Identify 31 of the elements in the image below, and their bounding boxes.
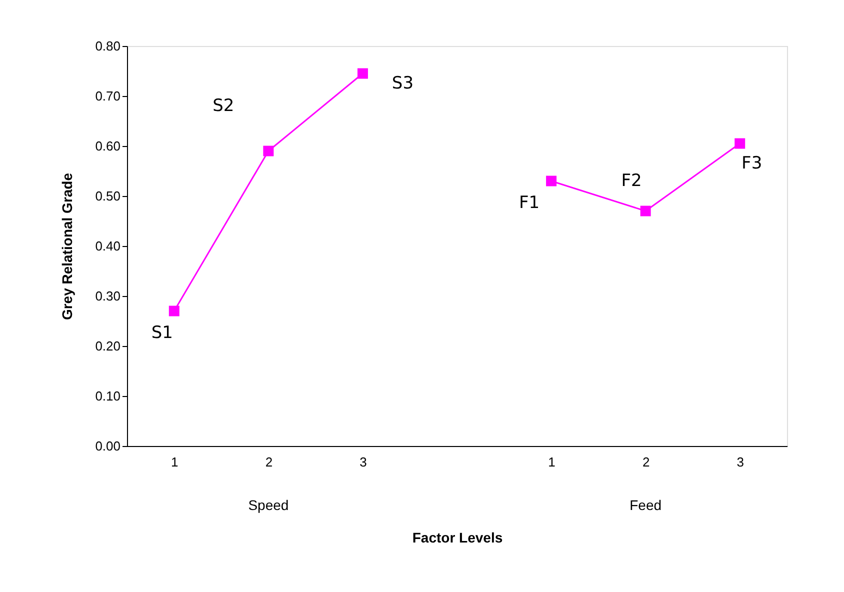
y-tick-label: 0.50 <box>95 188 120 204</box>
x-tick-label: 3 <box>360 454 367 470</box>
point <box>640 206 651 216</box>
y-axis-title: Grey Relational Grade <box>59 172 76 320</box>
point <box>734 138 746 149</box>
x-tick-label: 2 <box>642 454 650 470</box>
x-axis-title: Factor Levels <box>412 530 503 546</box>
x-tick-label: 1 <box>548 454 556 470</box>
y-tick-label: 0.30 <box>95 288 120 304</box>
y-tick-label: 0.70 <box>95 88 120 104</box>
data-label: S2 <box>212 96 234 116</box>
data-label: F3 <box>742 154 762 174</box>
x-tick-label: 3 <box>736 454 744 470</box>
text: Speed <box>248 497 289 513</box>
data-label: S3 <box>392 74 414 94</box>
point <box>263 146 274 156</box>
y-tick-label: 0.00 <box>95 438 120 454</box>
data-label: F1 <box>518 193 540 213</box>
x-tick-label: 1 <box>171 454 178 470</box>
x-tick-label: 2 <box>265 454 273 470</box>
text: Feed <box>630 497 662 513</box>
data-label: S1 <box>151 323 173 343</box>
y-tick-label: 0.20 <box>95 338 120 354</box>
y-tick-label: 0.60 <box>95 138 120 154</box>
data-label: F2 <box>621 171 642 191</box>
point <box>168 306 180 316</box>
point <box>546 176 557 186</box>
y-tick-label: 0.40 <box>95 238 120 254</box>
y-tick-label: 0.80 <box>95 38 120 54</box>
y-tick-label: 0.10 <box>95 388 120 404</box>
point <box>357 68 368 79</box>
